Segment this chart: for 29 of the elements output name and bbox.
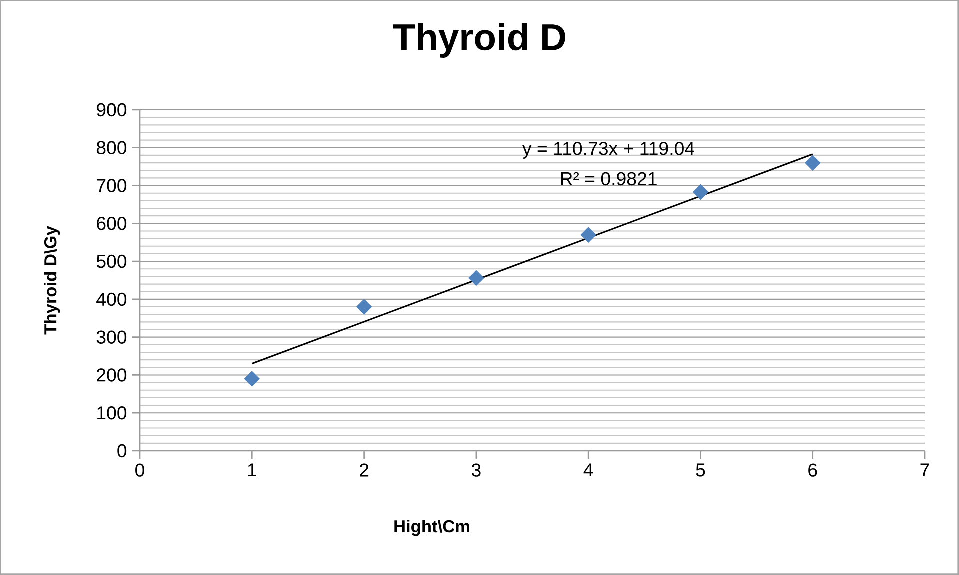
x-tick-label: 0 <box>136 464 144 477</box>
y-tick-label: 500 <box>96 254 127 268</box>
x-tick-label: 2 <box>360 464 369 477</box>
x-axis-title: Hight\Cm <box>394 520 470 536</box>
y-tick-label: 600 <box>97 217 127 230</box>
x-tick-label: 3 <box>472 464 481 477</box>
point <box>468 270 484 286</box>
y-tick-label: 0 <box>118 444 127 458</box>
annotation: R² = 0.9821 <box>561 172 657 186</box>
x-tick-label: 1 <box>248 464 256 477</box>
x-tick-label: 6 <box>808 464 818 477</box>
point <box>244 371 260 387</box>
y-tick-label: 900 <box>97 103 127 117</box>
x-tick-label: 7 <box>920 464 930 477</box>
y-tick-label: 100 <box>98 406 127 420</box>
point <box>580 227 596 243</box>
y-tick-label: 700 <box>97 179 127 192</box>
chart-title: Thyroid D <box>393 23 566 58</box>
annotation: y = 110.73x + 119.04 <box>522 142 695 159</box>
y-tick-label: 200 <box>97 368 127 382</box>
point <box>356 299 372 315</box>
x-tick-label: 4 <box>584 464 594 477</box>
point <box>692 184 709 200</box>
point <box>805 155 821 171</box>
x-tick-label: 5 <box>696 464 706 477</box>
y-axis-title: Thyroid D\Gy <box>44 226 60 335</box>
y-tick-label: 400 <box>96 292 127 306</box>
y-tick-label: 800 <box>96 141 127 154</box>
y-tick-label: 300 <box>96 330 127 344</box>
